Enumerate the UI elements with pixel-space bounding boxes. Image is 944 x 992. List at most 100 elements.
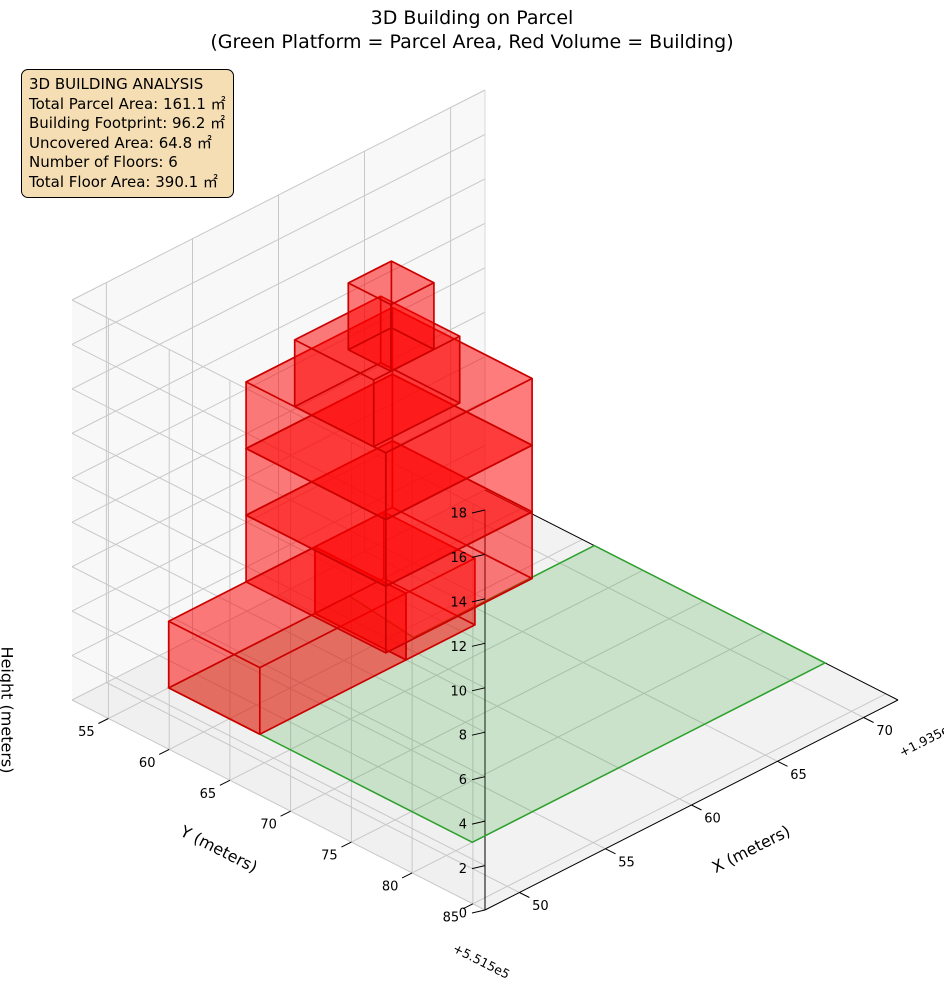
z-tick-label: 18: [450, 507, 467, 522]
z-tick-mark: [471, 865, 486, 870]
x-tick-mark: [691, 804, 702, 811]
z-grid-left: [71, 655, 486, 867]
y-tick-mark: [401, 872, 413, 879]
z-grid-right: [71, 133, 486, 345]
building-face-front: [373, 336, 460, 447]
chart-title: 3D Building on Parcel (Green Platform = …: [0, 6, 944, 54]
building-face-front: [390, 282, 434, 372]
z-grid-right: [71, 222, 486, 434]
x-tick-mark: [863, 717, 874, 723]
building-face-top: [246, 374, 533, 520]
z-tick-label: 4: [459, 818, 467, 833]
z-grid-right: [71, 356, 486, 568]
z-tick-mark: [471, 909, 486, 914]
building-face-back: [246, 515, 386, 653]
building-face-back: [294, 296, 381, 407]
y-tick-label: 70: [260, 818, 277, 833]
building-face-top: [168, 546, 406, 668]
y-tick-label: 65: [200, 787, 217, 802]
y-tick-mark: [98, 718, 109, 724]
building-face-back: [168, 621, 260, 735]
z-tick-mark: [471, 776, 486, 781]
z-grid-left: [71, 388, 486, 600]
x-tick-label: 70: [876, 724, 893, 739]
z-tick-mark: [471, 509, 486, 514]
x-axis-title: X (meters): [709, 821, 793, 877]
z-grid-left: [71, 610, 486, 822]
x-grid-floor: [106, 682, 520, 893]
z-grid-right: [71, 89, 486, 301]
info-uncovered-area: Uncovered Area: 64.8 ㎡: [29, 133, 212, 152]
x-tick-label: 60: [704, 812, 721, 827]
z-grid-left: [71, 699, 486, 911]
building-face-back: [348, 261, 392, 350]
z-tick-label: 16: [450, 551, 467, 566]
building-face-front: [385, 511, 533, 653]
building-face-back: [246, 307, 393, 449]
x-grid-floor: [192, 638, 606, 850]
building-face-back: [314, 511, 384, 614]
building-face-bottom: [246, 507, 533, 653]
z-tick-mark: [471, 642, 486, 647]
y-tick-label: 80: [382, 879, 399, 894]
building-face-top: [314, 511, 475, 594]
x-tick-mark: [519, 892, 530, 898]
building-face-bottom: [168, 613, 406, 735]
building-face-bottom: [294, 362, 460, 447]
y-grid-floor: [351, 631, 765, 843]
y-tick-mark: [280, 810, 291, 817]
z-grid-right: [71, 267, 486, 479]
z-tick-label: 8: [459, 729, 467, 744]
info-total-floor-area: Total Floor Area: 390.1 ㎡: [29, 172, 218, 191]
z-tick-label: 14: [450, 595, 467, 610]
x-grid-floor: [450, 507, 864, 718]
building-face-top: [294, 296, 460, 380]
y-offset-label: +5.515e5: [450, 940, 512, 981]
info-box: 3D BUILDING ANALYSIS Total Parcel Area: …: [21, 69, 234, 198]
z-tick-label: 12: [450, 640, 467, 655]
z-tick-label: 2: [459, 862, 467, 877]
z-tick-mark: [471, 553, 486, 558]
y-tick-label: 60: [139, 756, 156, 771]
y-grid-floor: [229, 569, 644, 781]
x-tick-label: 65: [790, 768, 807, 783]
building-face-front: [392, 374, 533, 512]
building-face-front: [391, 261, 434, 350]
info-building-footprint: Building Footprint: 96.2 ㎡: [29, 114, 226, 133]
z-tick-mark: [471, 731, 486, 736]
z-grid-left: [71, 299, 486, 511]
building-face-front: [259, 593, 406, 735]
building-face-back: [348, 283, 391, 372]
info-number-of-floors: Number of Floors: 6: [29, 153, 178, 172]
y-axis-title: Y (meters): [176, 821, 260, 876]
info-heading: 3D BUILDING ANALYSIS: [29, 75, 204, 93]
chart-title-main: 3D Building on Parcel: [370, 7, 574, 29]
building-face-back: [246, 440, 393, 582]
chart-subtitle: (Green Platform = Parcel Area, Red Volum…: [210, 31, 734, 53]
z-grid-right: [71, 445, 486, 657]
z-grid-right: [71, 311, 486, 523]
z-grid-left: [71, 432, 486, 644]
building-face-front: [385, 445, 533, 587]
z-grid-right: [71, 489, 486, 701]
y-tick-mark: [462, 903, 474, 910]
y-tick-label: 85: [443, 910, 460, 925]
building-face-back: [246, 381, 386, 520]
building-face-front: [383, 511, 475, 625]
x-offset-label: +1.935e5: [897, 718, 944, 759]
y-grid-floor: [290, 600, 704, 812]
z-tick-label: 0: [459, 907, 467, 922]
z-tick-mark: [471, 687, 486, 692]
grid-lines: [71, 89, 887, 911]
plot-data: [167, 260, 827, 844]
building-face-back: [246, 374, 393, 516]
z-grid-right: [71, 400, 486, 612]
y-tick-label: 75: [321, 849, 338, 864]
z-tick-label: 6: [459, 773, 467, 788]
building-face-back: [246, 448, 386, 587]
info-parcel-area: Total Parcel Area: 161.1 ㎡: [29, 94, 226, 113]
x-grid-floor: [364, 550, 778, 762]
building-face-bottom: [314, 578, 475, 660]
y-tick-mark: [219, 779, 231, 786]
